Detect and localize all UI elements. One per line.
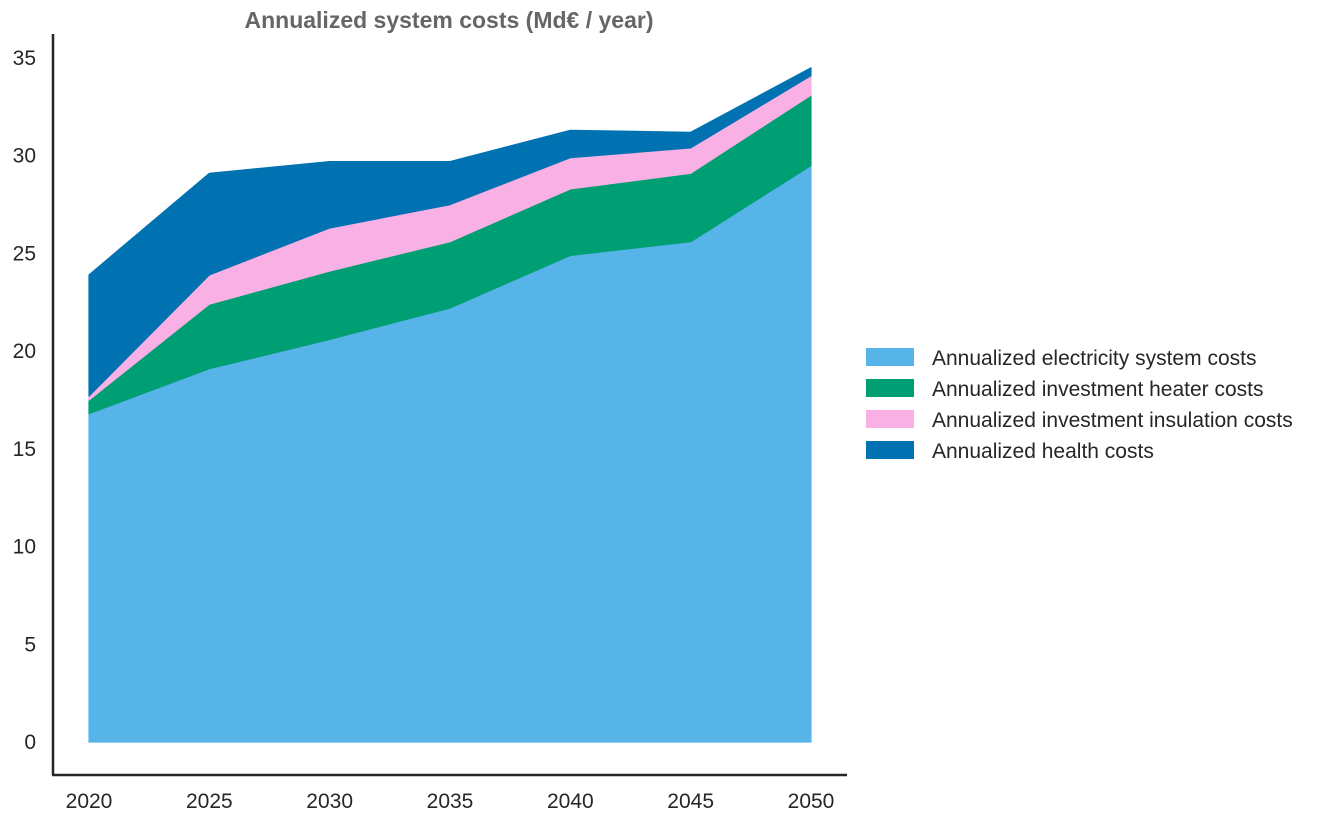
stacked-areas	[88, 67, 812, 743]
x-tick-label: 2020	[66, 790, 113, 813]
x-tick-label: 2045	[667, 790, 714, 813]
y-tick-label: 20	[13, 340, 36, 363]
x-tick-label: 2050	[788, 790, 835, 813]
x-tick-label: 2025	[186, 790, 233, 813]
chart-title: Annualized system costs (Md€ / year)	[244, 7, 653, 33]
y-tick-label: 35	[13, 47, 36, 70]
x-tick-label: 2035	[427, 790, 474, 813]
legend-label: Annualized investment insulation costs	[932, 409, 1293, 432]
y-tick-label: 5	[24, 633, 36, 656]
legend-label: Annualized health costs	[932, 440, 1154, 463]
legend-swatch	[866, 410, 914, 428]
legend-label: Annualized investment heater costs	[932, 378, 1264, 401]
legend-label: Annualized electricity system costs	[932, 347, 1256, 370]
y-tick-label: 25	[13, 242, 36, 265]
legend-swatch	[866, 441, 914, 459]
x-tick-labels: 2020 2025 2030 2035 2040 2045 2050	[66, 790, 835, 813]
legend: Annualized electricity system costs Annua…	[866, 347, 1293, 463]
x-tick-label: 2040	[547, 790, 594, 813]
x-tick-label: 2030	[306, 790, 353, 813]
area-series-4	[88, 67, 812, 397]
legend-swatch	[866, 379, 914, 397]
y-tick-label: 15	[13, 438, 36, 461]
legend-swatch	[866, 348, 914, 366]
y-tick-labels: 0 5 10 15 20 25 30 35	[13, 47, 36, 754]
y-tick-label: 30	[13, 145, 36, 168]
y-tick-label: 10	[13, 536, 36, 559]
y-tick-label: 0	[24, 731, 36, 754]
